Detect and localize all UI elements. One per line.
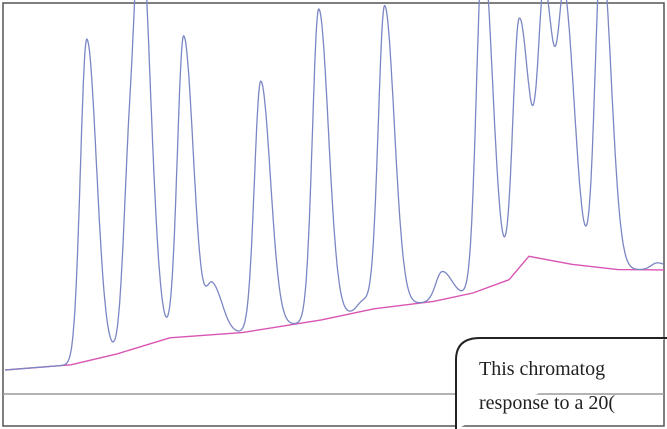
caption-line-2: response to a 20( <box>479 392 615 414</box>
series-layer <box>4 0 665 371</box>
caption-box-border <box>455 337 667 429</box>
caption-box: This chromatog response to a 20( <box>455 337 667 429</box>
baseline-series-line <box>4 255 665 371</box>
signal-series-line <box>4 0 665 371</box>
caption-line-1: This chromatog <box>479 358 605 380</box>
